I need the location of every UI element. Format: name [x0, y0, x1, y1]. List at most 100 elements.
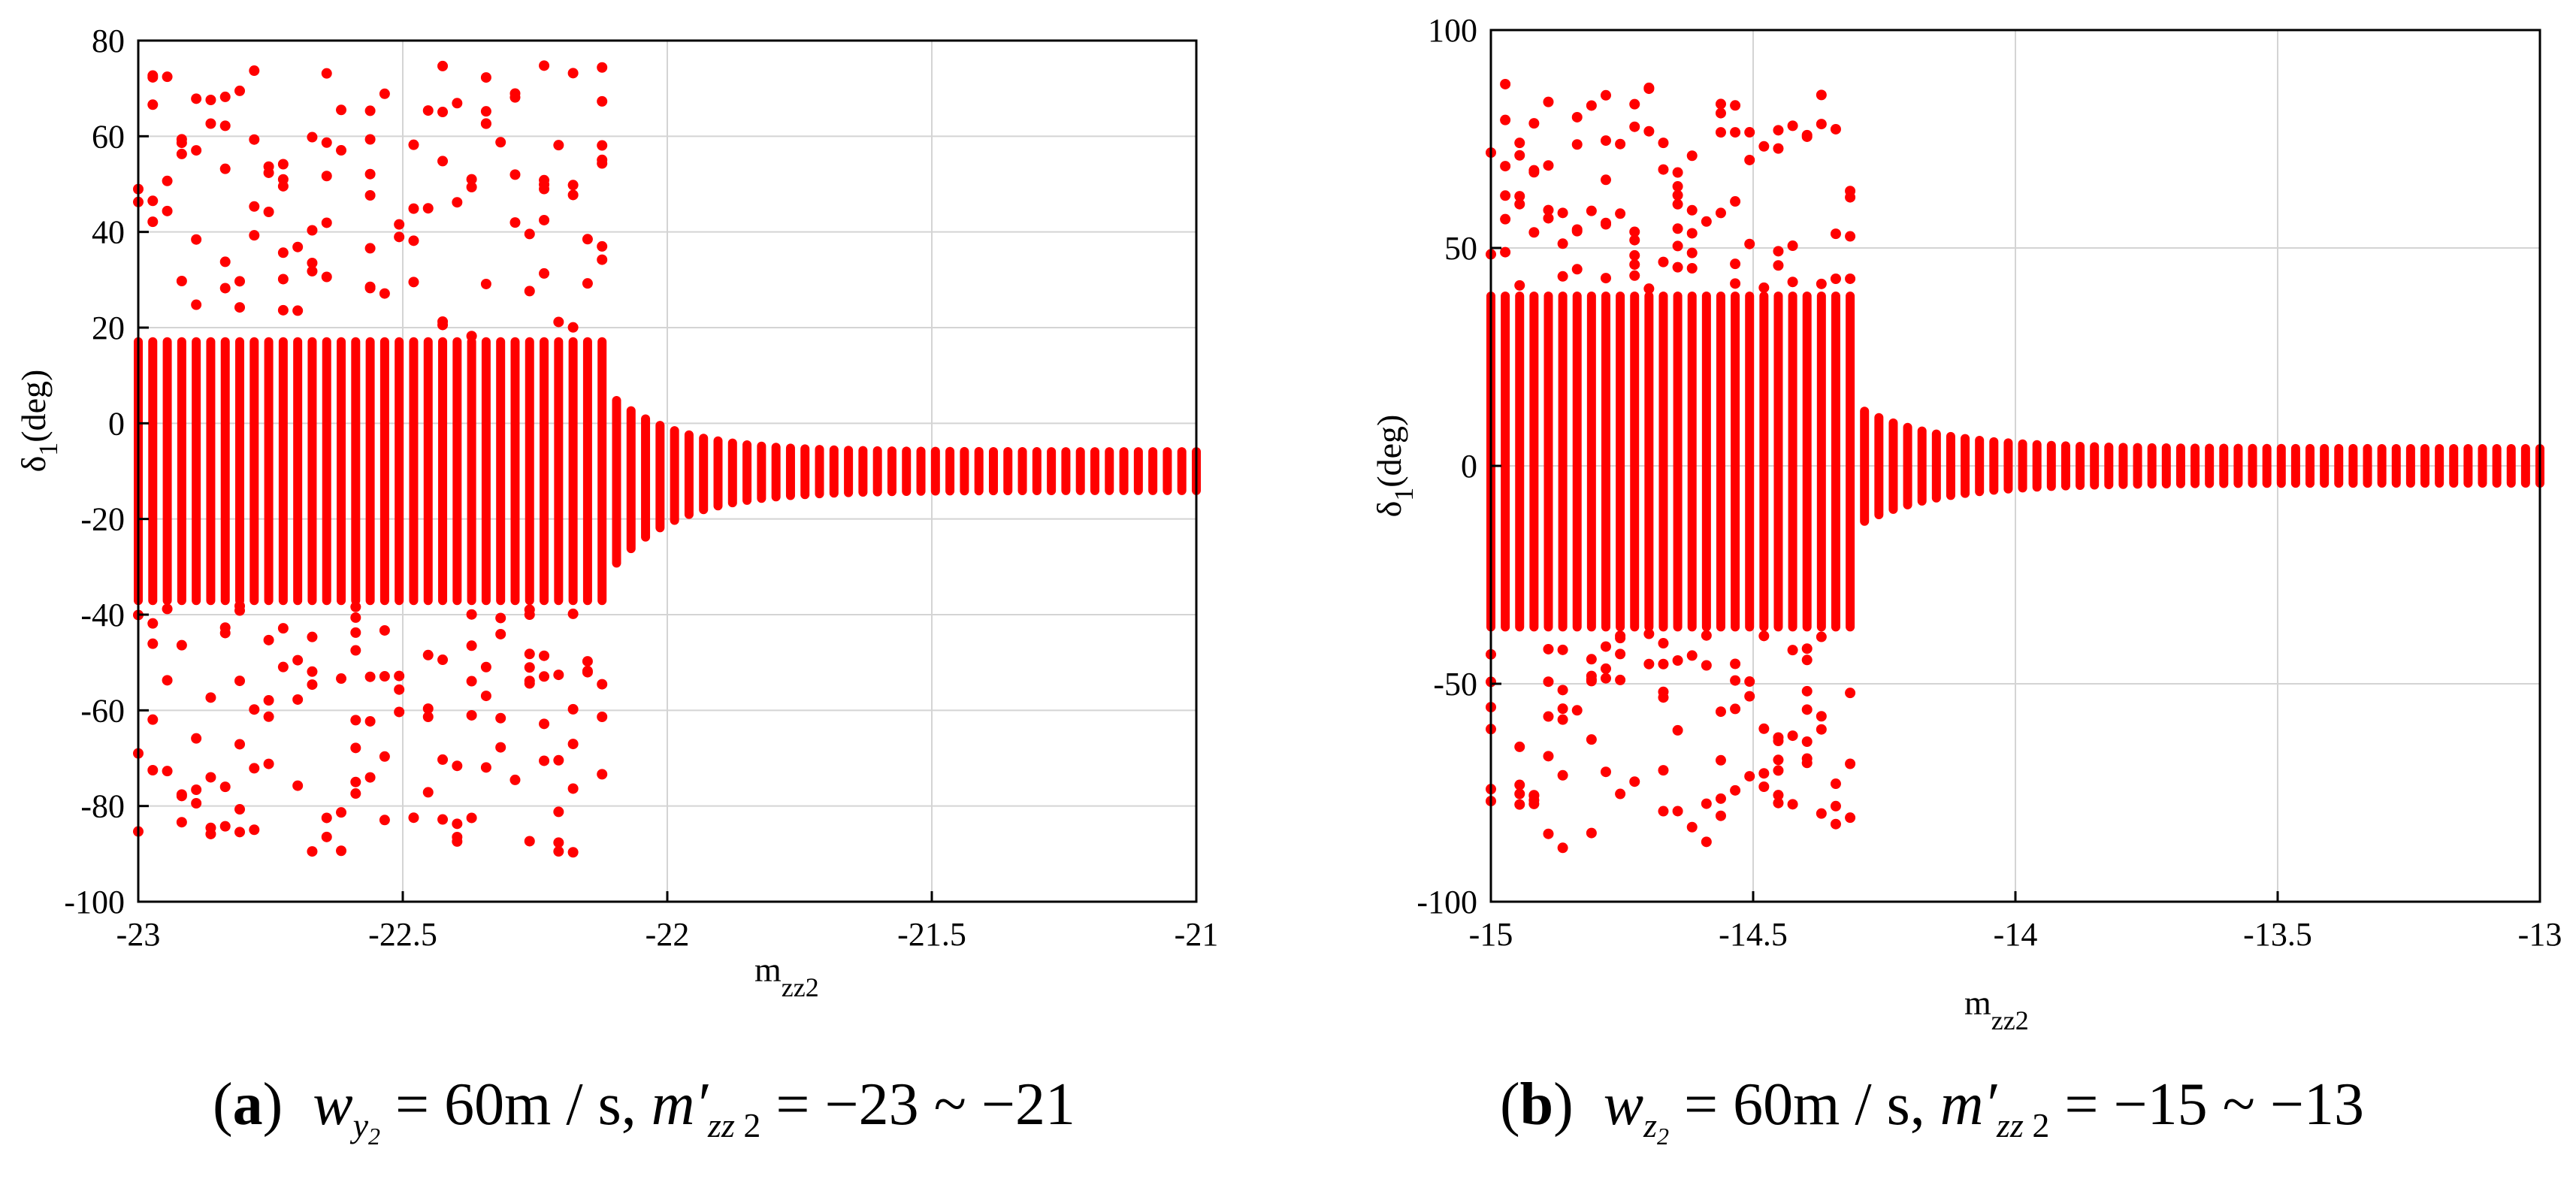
- data-column-b: [2506, 443, 2516, 488]
- axis-titles-a: mzz2 δ1(deg): [14, 370, 819, 1002]
- data-point-a: [597, 769, 608, 780]
- data-point-b: [1672, 655, 1683, 667]
- data-column-a: [423, 337, 433, 606]
- x-tick-label-b: -15: [1469, 916, 1513, 953]
- data-column-b: [2090, 442, 2100, 490]
- data-column-b: [2478, 443, 2487, 488]
- data-column-b: [2520, 443, 2530, 488]
- data-column-b: [1802, 292, 1812, 632]
- data-point-b: [1658, 138, 1669, 149]
- data-point-a: [597, 62, 608, 73]
- data-column-a: [1133, 447, 1143, 495]
- data-column-a: [974, 446, 984, 496]
- data-column-a: [771, 443, 781, 502]
- data-point-b: [1600, 766, 1611, 778]
- data-column-b: [1701, 292, 1711, 632]
- data-column-a: [192, 337, 201, 606]
- data-point-a: [263, 634, 274, 645]
- data-column-a: [395, 337, 404, 606]
- data-point-a: [379, 288, 390, 299]
- x-tick-label-b: -14.5: [1719, 916, 1788, 953]
- data-point-b: [1528, 227, 1540, 238]
- data-point-b: [1845, 273, 1856, 284]
- data-point-b: [1586, 827, 1597, 839]
- data-point-b: [1672, 240, 1683, 252]
- data-point-a: [539, 214, 550, 225]
- data-point-b: [1557, 644, 1568, 655]
- data-point-a: [234, 302, 246, 313]
- data-point-a: [336, 145, 347, 156]
- data-point-a: [553, 806, 564, 818]
- caption-b: (b) wz2 = 60m / s, m′zz 2 = −15 ~ −13: [1500, 1072, 2364, 1150]
- data-column-a: [872, 446, 882, 497]
- data-point-a: [191, 145, 202, 156]
- data-point-a: [437, 654, 449, 666]
- data-point-a: [176, 148, 187, 159]
- data-point-a: [219, 781, 231, 793]
- data-point-a: [452, 197, 463, 208]
- data-point-b: [1801, 643, 1813, 654]
- data-point-a: [321, 812, 332, 824]
- data-column-b: [1630, 292, 1640, 632]
- data-column-b: [2492, 443, 2502, 488]
- data-column-b: [2219, 443, 2229, 488]
- data-column-a: [727, 438, 737, 508]
- data-point-a: [567, 608, 579, 619]
- data-point-a: [249, 134, 260, 145]
- data-point-b: [1787, 240, 1798, 252]
- data-column-a: [162, 337, 172, 606]
- data-point-b: [1801, 685, 1813, 697]
- data-column-b: [1989, 437, 1999, 495]
- data-column-b: [1773, 292, 1783, 632]
- data-point-a: [553, 316, 564, 328]
- data-point-a: [408, 139, 419, 150]
- data-point-a: [539, 268, 550, 279]
- data-point-b: [1543, 828, 1554, 839]
- data-point-b: [1514, 799, 1525, 810]
- data-column-b: [1874, 413, 1884, 520]
- data-point-b: [1543, 160, 1554, 171]
- data-point-b: [1643, 83, 1655, 95]
- data-point-a: [176, 639, 187, 651]
- data-point-b: [1830, 818, 1841, 830]
- data-point-a: [249, 824, 260, 836]
- data-point-b: [1615, 788, 1626, 800]
- y-tick-label-a: 40: [92, 214, 125, 251]
- data-point-b: [1801, 129, 1813, 141]
- data-point-a: [379, 815, 390, 826]
- data-point-b: [1557, 238, 1568, 249]
- data-point-a: [277, 304, 289, 316]
- data-column-a: [1047, 447, 1057, 495]
- data-point-a: [350, 612, 361, 623]
- data-point-b: [1600, 89, 1611, 101]
- data-column-a: [307, 337, 317, 606]
- data-point-b: [1643, 283, 1655, 295]
- data-point-b: [1629, 249, 1640, 261]
- data-point-a: [466, 174, 477, 185]
- data-point-b: [1643, 125, 1655, 137]
- data-point-b: [1514, 198, 1525, 210]
- data-point-a: [249, 230, 260, 241]
- data-point-b: [1629, 776, 1640, 787]
- data-column-a: [713, 436, 723, 511]
- data-column-a: [684, 430, 694, 519]
- data-column-b: [2104, 442, 2114, 490]
- data-point-b: [1543, 751, 1554, 762]
- data-column-a: [902, 446, 912, 496]
- data-column-b: [2305, 443, 2315, 488]
- data-point-a: [277, 159, 289, 170]
- data-point-a: [379, 751, 390, 762]
- ticks-b: -15 -14.5 -14 -13.5 -13 -100 -50 0 50 100: [1416, 12, 2562, 953]
- data-point-b: [1801, 704, 1813, 715]
- data-point-a: [191, 299, 202, 310]
- data-point-a: [234, 276, 246, 287]
- data-point-b: [1500, 246, 1511, 258]
- caption-a-m: m′: [651, 1072, 709, 1138]
- data-point-b: [1715, 793, 1726, 804]
- data-point-b: [1686, 204, 1698, 216]
- data-column-a: [438, 337, 448, 606]
- data-point-b: [1744, 127, 1755, 138]
- data-point-b: [1514, 191, 1525, 202]
- data-column-b: [2060, 441, 2070, 491]
- data-column-b: [2420, 443, 2430, 488]
